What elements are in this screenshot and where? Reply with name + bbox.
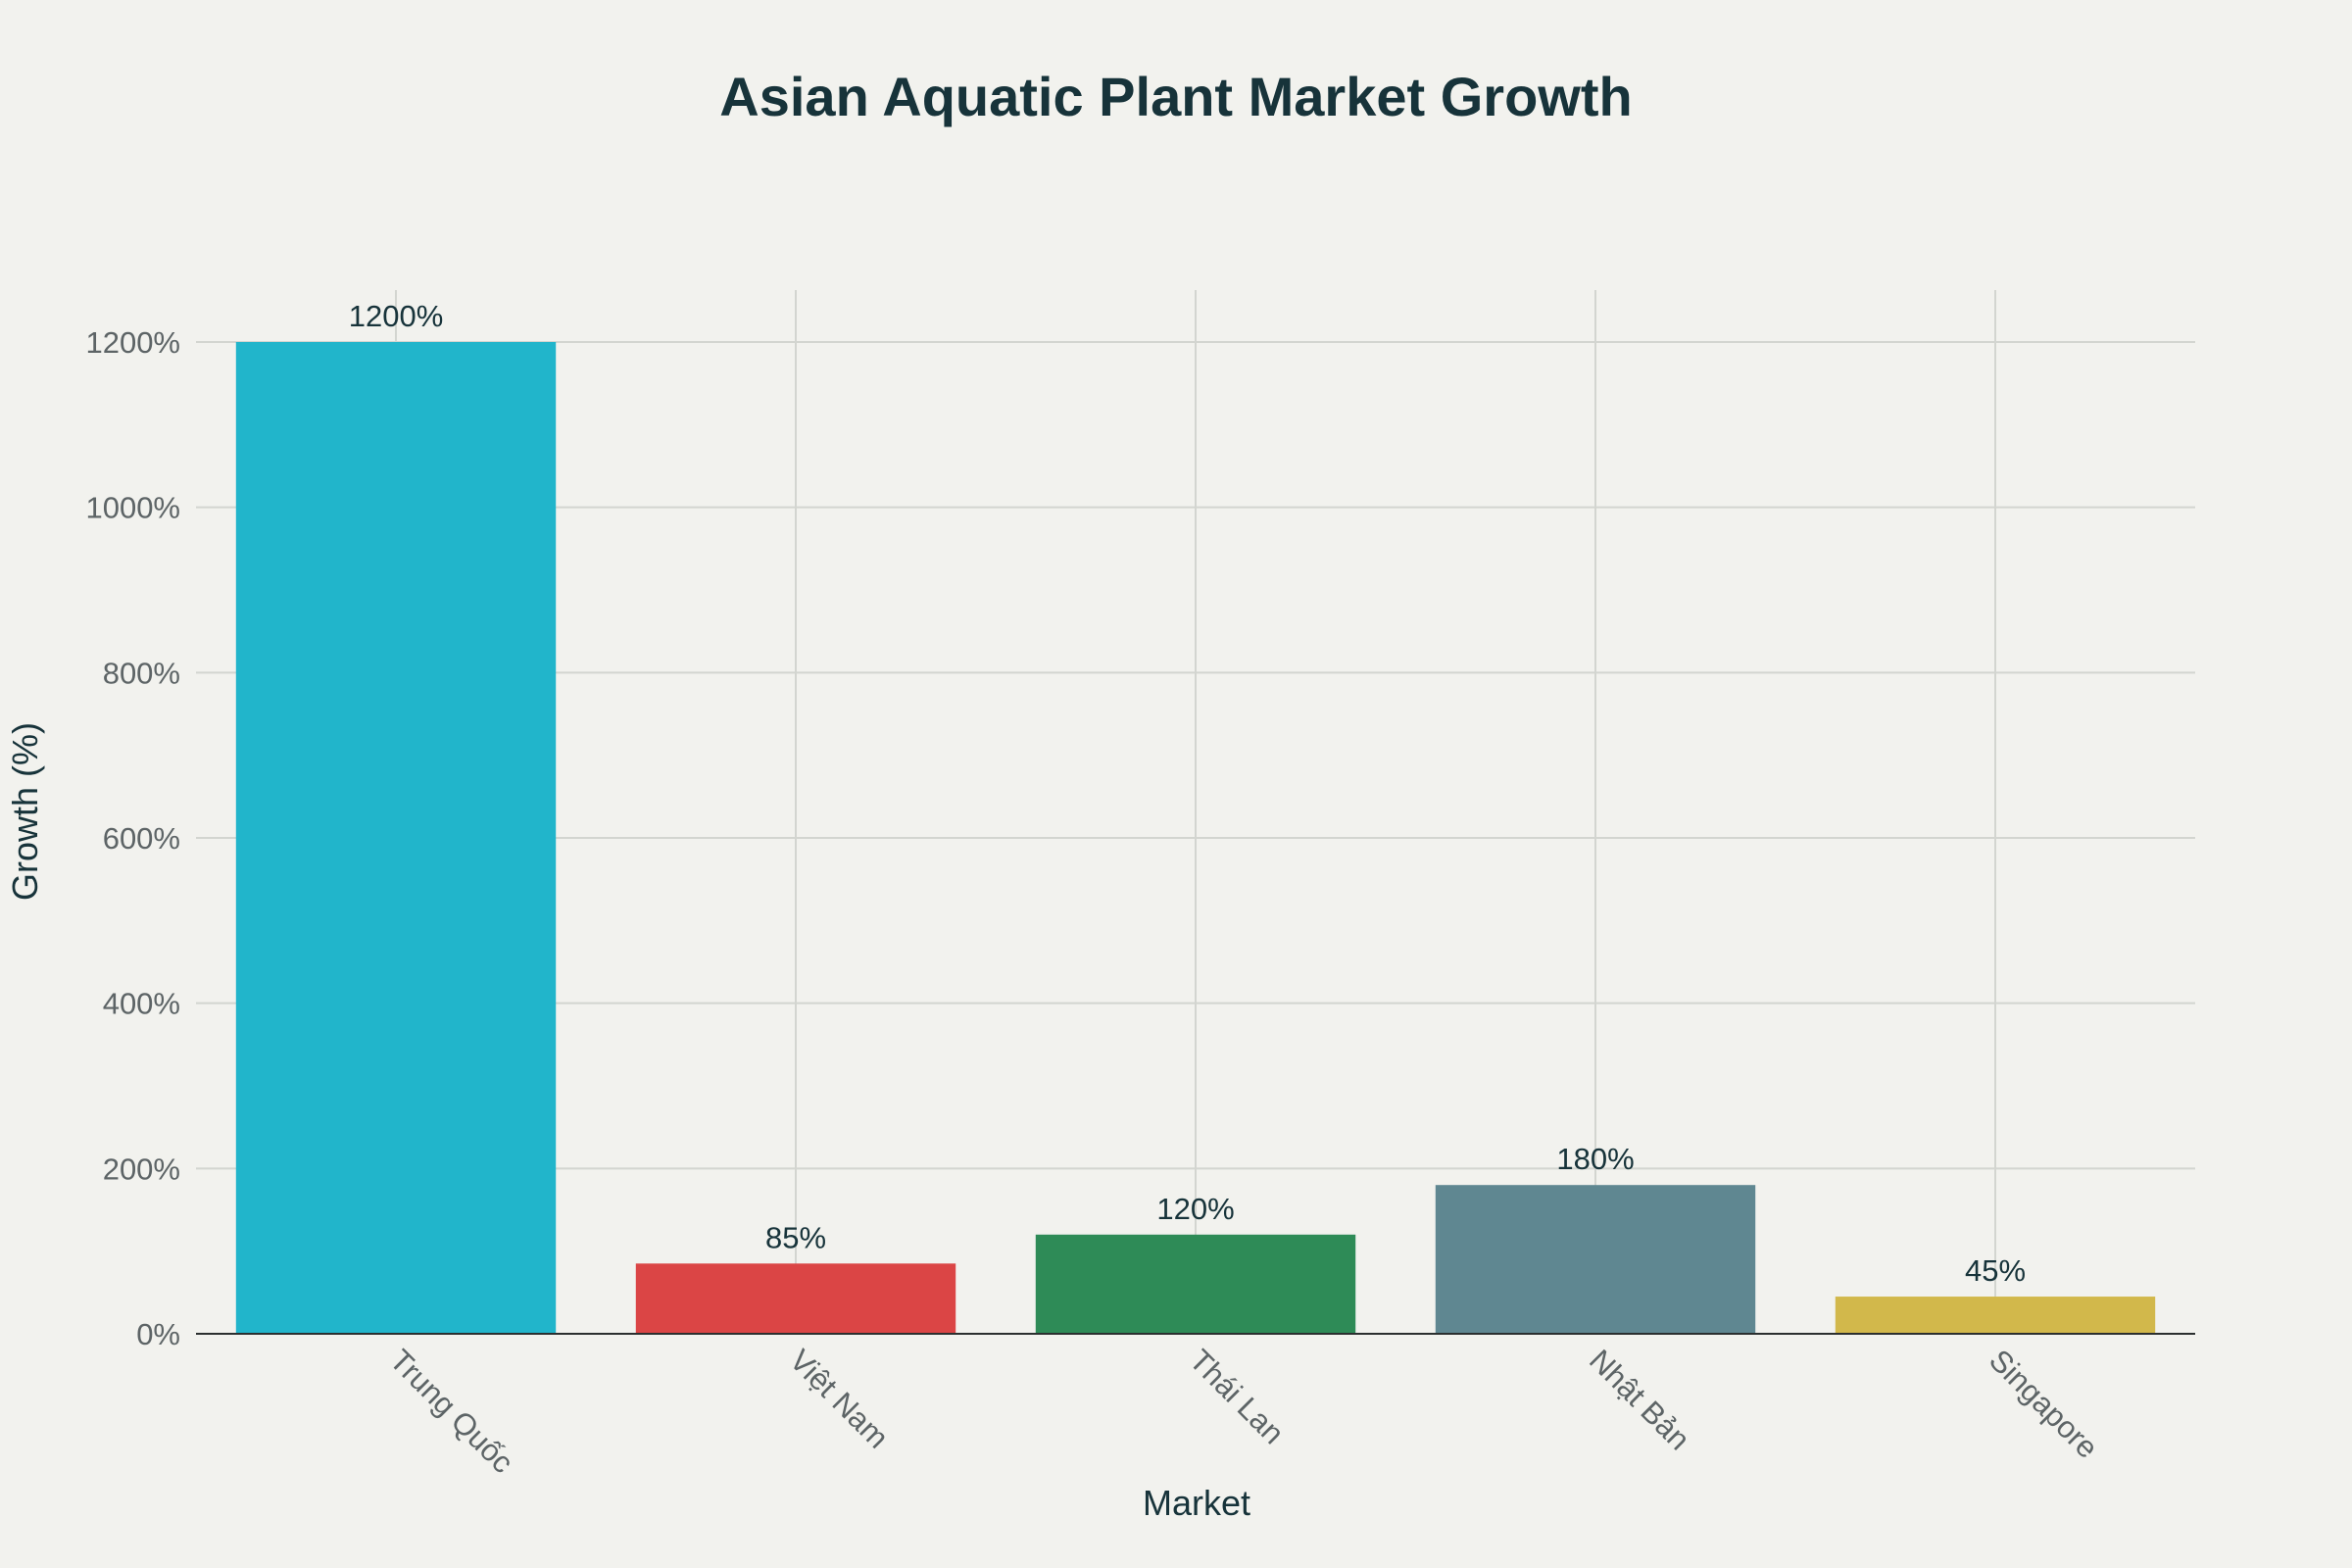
x-axis-title: Market [1143,1483,1250,1523]
bar-data-label: 1200% [349,299,444,333]
bar [635,1263,956,1334]
chart-title: Asian Aquatic Plant Market Growth [719,66,1632,127]
y-tick-label: 0% [136,1317,180,1351]
y-axis-title: Growth (%) [5,722,45,901]
x-tick-label: Trung Quốc [383,1343,520,1480]
y-tick-label: 1200% [85,325,180,360]
bar [1435,1185,1756,1334]
x-axis-ticks: Trung Quốc Việt Nam Thái Lan Nhật Bản Singap… [383,1343,2105,1480]
bar-data-label: 180% [1556,1142,1634,1176]
bars [235,342,2156,1334]
x-tick-label: Nhật Bản [1583,1343,1696,1456]
y-tick-label: 400% [103,987,180,1021]
x-tick-label: Thái Lan [1183,1343,1291,1450]
y-tick-label: 600% [103,821,180,856]
data-labels: 1200% 85% 120% 180% 45% [349,299,2026,1288]
bar [1035,1234,1356,1334]
x-tick-label: Việt Nam [783,1343,895,1454]
x-tick-label: Singapore [1983,1343,2105,1465]
bar [235,342,557,1334]
y-tick-label: 1000% [85,491,180,525]
bar-data-label: 85% [765,1220,826,1254]
bar-data-label: 120% [1156,1192,1234,1226]
y-tick-label: 200% [103,1152,180,1186]
y-axis-ticks: 0% 200% 400% 600% 800% 1000% 1200% [85,325,180,1351]
bar-data-label: 45% [1965,1253,2026,1288]
bar [1835,1297,2156,1334]
y-tick-label: 800% [103,656,180,690]
